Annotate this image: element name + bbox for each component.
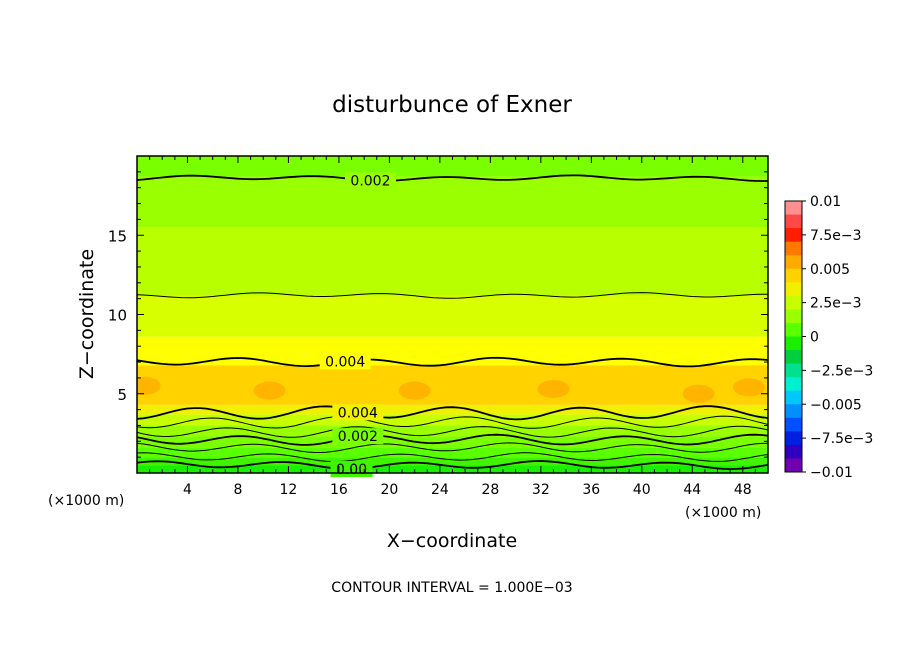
contour-line-0 bbox=[137, 174, 768, 182]
contour-band-1 bbox=[137, 457, 768, 466]
warm-patches bbox=[137, 376, 766, 403]
warm-patch-4 bbox=[682, 384, 715, 403]
contour-band-10 bbox=[137, 227, 768, 296]
contour-band-5 bbox=[137, 414, 768, 426]
contour-label-bg-0 bbox=[344, 172, 396, 189]
x-tick-label-32: 32 bbox=[532, 482, 550, 498]
contour-band-8 bbox=[137, 336, 768, 366]
colorbar-swatch-10 bbox=[785, 336, 802, 351]
x-unit-label-left: (×1000 m) bbox=[48, 493, 124, 509]
warm-patch-5 bbox=[733, 378, 766, 397]
contour-band-7 bbox=[137, 365, 768, 405]
colorbar-swatch-11 bbox=[785, 350, 802, 365]
colorbar-swatch-16 bbox=[785, 417, 802, 432]
contour-band-12 bbox=[137, 156, 768, 177]
colorbar-swatch-12 bbox=[785, 363, 802, 378]
colorbar-swatch-14 bbox=[785, 390, 802, 405]
colorbar-label-7: −7.5e−3 bbox=[810, 431, 873, 447]
colorbar bbox=[784, 200, 803, 473]
colorbar-label-5: −2.5e−3 bbox=[810, 363, 873, 379]
colorbar-swatch-1 bbox=[785, 214, 802, 229]
x-tick-label-48: 48 bbox=[734, 482, 752, 498]
colorbar-swatch-5 bbox=[785, 268, 802, 283]
x-tick-label-40: 40 bbox=[633, 482, 651, 498]
contour-interval-note: CONTOUR INTERVAL = 1.000E−03 bbox=[331, 580, 572, 596]
x-unit-label-right: (×1000 m) bbox=[685, 505, 761, 521]
colorbar-swatch-7 bbox=[785, 295, 802, 310]
warm-patch-2 bbox=[398, 381, 431, 400]
chart-title: disturbunce of Exner bbox=[332, 92, 572, 118]
x-axis-label: X−coordinate bbox=[387, 530, 517, 552]
colorbar-label-6: −0.005 bbox=[810, 397, 862, 413]
warm-patch-1 bbox=[253, 381, 286, 400]
colorbar-swatch-18 bbox=[785, 444, 802, 459]
x-tick-label-16: 16 bbox=[330, 482, 348, 498]
contour-label-2: 0.004 bbox=[325, 354, 365, 370]
x-tick-label-44: 44 bbox=[683, 482, 701, 498]
colorbar-swatch-15 bbox=[785, 404, 802, 419]
colorbar-swatch-8 bbox=[785, 309, 802, 324]
contour-line-2 bbox=[137, 356, 768, 368]
contour-line-9 bbox=[137, 460, 768, 471]
colorbar-swatch-3 bbox=[785, 241, 802, 256]
contour-label-bg-3 bbox=[332, 404, 384, 421]
contour-line-7 bbox=[137, 442, 768, 454]
contour-line-1 bbox=[137, 292, 768, 299]
contour-label-6: 0.002 bbox=[338, 429, 378, 445]
colorbar-label-3: 2.5e−3 bbox=[810, 296, 862, 312]
contour-line-3 bbox=[137, 405, 768, 421]
y-axis-label: Z−coordinate bbox=[76, 249, 98, 379]
x-tick-label-12: 12 bbox=[280, 482, 298, 498]
contour-label-3: 0.004 bbox=[338, 405, 378, 421]
contour-line-8 bbox=[137, 452, 768, 463]
y-tick-label-5: 5 bbox=[117, 386, 127, 404]
y-axis-ticks: 5 10 15 bbox=[108, 171, 768, 458]
colorbar-swatch-4 bbox=[785, 255, 802, 270]
colorbar-swatch-9 bbox=[785, 322, 802, 337]
warm-patch-3 bbox=[537, 379, 570, 398]
contour-lines bbox=[137, 174, 768, 471]
colorbar-swatch-19 bbox=[785, 458, 802, 473]
x-axis-ticks: 4 8 12 16 20 24 28 32 36 40 44 48 bbox=[149, 156, 756, 498]
colorbar-labels: 0.01 7.5e−3 0.005 2.5e−3 0 −2.5e−3 −0.005 −7.5e… bbox=[802, 194, 873, 481]
x-tick-label-28: 28 bbox=[481, 482, 499, 498]
colorbar-label-2: 0.005 bbox=[810, 262, 850, 278]
colorbar-swatch-13 bbox=[785, 377, 802, 392]
x-tick-label-4: 4 bbox=[183, 482, 192, 498]
x-tick-label-20: 20 bbox=[380, 482, 398, 498]
contour-band-2 bbox=[137, 447, 768, 458]
colorbar-swatch-17 bbox=[785, 431, 802, 446]
colorbar-swatch-0 bbox=[785, 201, 802, 216]
contour-band-11 bbox=[137, 176, 768, 228]
y-tick-label-15: 15 bbox=[108, 227, 127, 245]
contour-fill bbox=[137, 156, 768, 473]
colorbar-label-1: 7.5e−3 bbox=[810, 228, 862, 244]
warm-patch-0 bbox=[137, 376, 161, 395]
contour-line-6 bbox=[137, 433, 768, 446]
y-tick-label-10: 10 bbox=[108, 307, 127, 325]
contour-band-9 bbox=[137, 295, 768, 337]
colorbar-label-4: 0 bbox=[810, 330, 819, 346]
x-tick-label-24: 24 bbox=[431, 482, 449, 498]
contour-band-6 bbox=[137, 404, 768, 415]
colorbar-label-8: −0.01 bbox=[810, 465, 853, 481]
colorbar-swatch-2 bbox=[785, 228, 802, 243]
x-tick-label-8: 8 bbox=[233, 482, 242, 498]
colorbar-label-0: 0.01 bbox=[810, 194, 841, 210]
contour-line-4 bbox=[137, 415, 768, 429]
colorbar-swatch-6 bbox=[785, 282, 802, 297]
contour-line-5 bbox=[137, 425, 768, 438]
contour-label-bg-6 bbox=[332, 428, 384, 445]
contour-label-0: 0.002 bbox=[350, 174, 390, 190]
x-tick-label-36: 36 bbox=[582, 482, 600, 498]
contour-label-bg-2 bbox=[319, 353, 371, 370]
